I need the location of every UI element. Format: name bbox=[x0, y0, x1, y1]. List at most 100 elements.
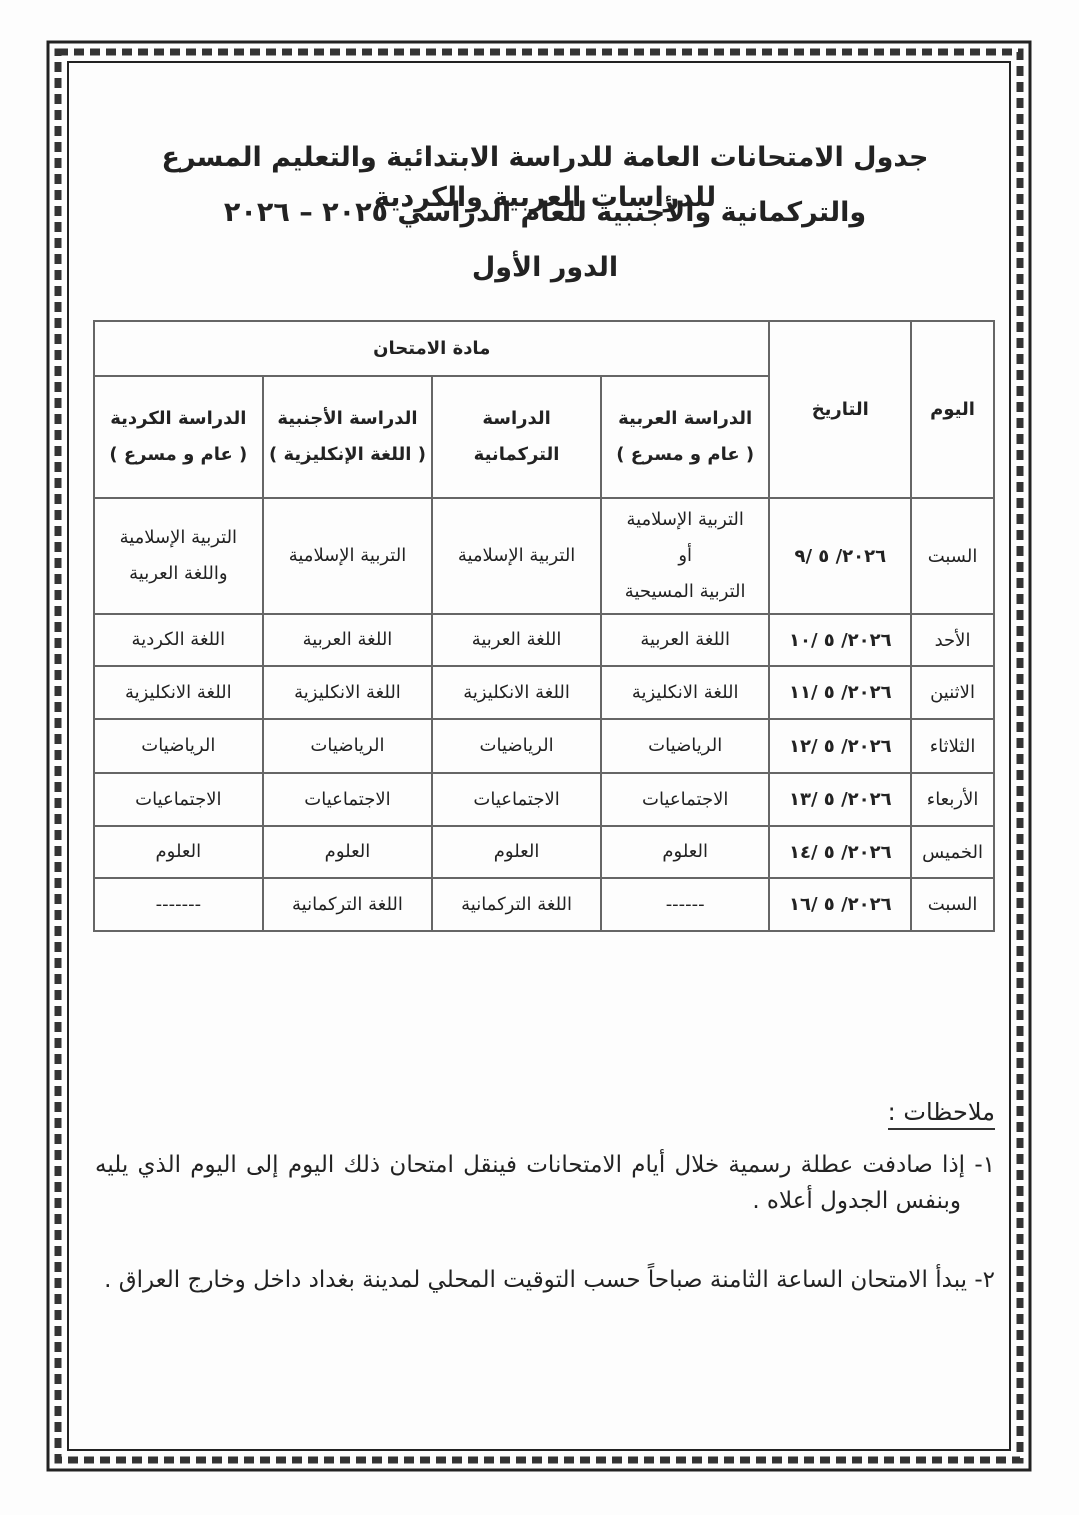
day-cell: الأربعاء bbox=[910, 772, 995, 827]
day-cell: الاثنين bbox=[910, 665, 995, 720]
day-cell: السبت bbox=[910, 877, 995, 932]
date-cell: ٢٠٢٦/ ٥ /١٠ bbox=[768, 613, 913, 667]
subject-cell: اللغة الانكليزية bbox=[261, 665, 434, 720]
cell-line: ( عام و مسرع ) bbox=[616, 444, 755, 465]
cell-line: ------- bbox=[155, 893, 202, 915]
day-cell: الخميس bbox=[910, 825, 995, 879]
subject-cell: اللغة الكردية bbox=[93, 613, 264, 667]
day-cell: الثلاثاء bbox=[910, 718, 995, 774]
cell-line: الاجتماعيات bbox=[304, 788, 391, 810]
subject-cell: العلوم bbox=[599, 825, 771, 879]
subject-cell: التربية الإسلامية واللغة العربية bbox=[93, 497, 264, 615]
frame-outer bbox=[46, 40, 1032, 1472]
cell-line: ( اللغة الإنكليزية ) bbox=[268, 444, 426, 465]
date-cell: ٢٠٢٦/ ٥ /١٦ bbox=[768, 877, 913, 932]
subject-cell: اللغة العربية bbox=[261, 613, 434, 667]
table-row: الأحد ٢٠٢٦/ ٥ /١٠ اللغة العربية اللغة العرب… bbox=[93, 613, 995, 667]
subject-cell: الرياضيات bbox=[261, 718, 434, 774]
date-cell: ٢٠٢٦/ ٥ /١٣ bbox=[768, 772, 913, 827]
subject-cell: ------ bbox=[599, 877, 771, 932]
cell-line: اللغة التركمانية bbox=[292, 893, 403, 915]
cell-line: اللغة الانكليزية bbox=[294, 681, 401, 703]
subject-cell: العلوم bbox=[93, 825, 264, 879]
cell-line: الاجتماعيات bbox=[473, 788, 560, 810]
cell-line: الدراسة العربية bbox=[618, 408, 753, 429]
cell-line: اللغة التركمانية bbox=[461, 893, 573, 915]
day-cell: الأحد bbox=[910, 613, 995, 667]
table-row: السبت ٢٠٢٦/ ٥ /١٦ ------ اللغة التركمانية ال… bbox=[93, 877, 995, 932]
subject-cell: الاجتماعيات bbox=[431, 772, 602, 827]
date-cell: ٢٠٢٦/ ٥ /٩ bbox=[768, 497, 913, 615]
subject-cell: التربية الإسلامية أو التربية المسيحية bbox=[599, 497, 771, 615]
subject-cell: اللغة الانكليزية bbox=[93, 665, 264, 720]
cell-line: التربية الإسلامية bbox=[626, 509, 744, 530]
note-item: ٢- يبدأ الامتحان الساعة الثامنة صباحاً ح… bbox=[104, 1267, 995, 1293]
date: ٢٠٢٦/ ٥ /١٢ bbox=[788, 735, 892, 757]
date-header: التاريخ bbox=[768, 320, 913, 499]
date-cell: ٢٠٢٦/ ٥ /١٢ bbox=[768, 718, 913, 774]
cell-line: العلوم bbox=[662, 841, 708, 862]
date: ٢٠٢٦/ ٥ /١٤ bbox=[788, 841, 892, 863]
cell-line: الرياضيات bbox=[141, 735, 216, 756]
cell-line: اللغة العربية bbox=[640, 629, 731, 650]
table-row: السبت ٢٠٢٦/ ٥ /٩ التربية الإسلامية أو التربي… bbox=[93, 497, 995, 615]
table-row: الأربعاء ٢٠٢٦/ ٥ /١٣ الاجتماعيات الاجتماعيا… bbox=[93, 772, 995, 827]
cell-line: الدراسة التركمانية bbox=[473, 408, 560, 465]
header-row: الدراسة العربية ( عام و مسرع ) الدراسة الت… bbox=[93, 375, 994, 499]
subject-cell: اللغة العربية bbox=[599, 613, 771, 667]
cell-line: اللغة الانكليزية bbox=[631, 681, 739, 703]
cell-line: العلوم bbox=[324, 841, 371, 862]
subject-cell: الرياضيات bbox=[431, 718, 602, 774]
cell-line: أو bbox=[678, 545, 693, 566]
subject-cell: الاجتماعيات bbox=[93, 772, 264, 827]
cell-line: الاجتماعيات bbox=[135, 788, 222, 810]
table-row: الثلاثاء ٢٠٢٦/ ٥ /١٢ الرياضيات الرياضيات الر… bbox=[93, 718, 995, 774]
cell-line: ------ bbox=[665, 893, 705, 915]
frame-pattern bbox=[54, 48, 1024, 1464]
cell-line: الرياضيات bbox=[479, 735, 554, 756]
date: ٢٠٢٦/ ٥ /٩ bbox=[794, 545, 887, 567]
subject-header: مادة الامتحان bbox=[92, 320, 771, 377]
cell-line: واللغة العربية bbox=[129, 563, 228, 584]
cell-line: ( عام و مسرع ) bbox=[109, 444, 248, 465]
cell-line: التربية الإسلامية bbox=[119, 527, 238, 548]
title-line: جدول الامتحانات العامة للدراسة الابتدائي… bbox=[161, 142, 929, 213]
title-line: الدور الأول bbox=[471, 252, 619, 283]
subject-cell: اللغة الانكليزية bbox=[431, 665, 602, 720]
subject-cell: التربية الإسلامية bbox=[261, 497, 434, 615]
subject-cell: الرياضيات bbox=[93, 718, 264, 774]
cell-line: اللغة العربية bbox=[471, 629, 562, 650]
subject-cell: اللغة التركمانية bbox=[431, 877, 602, 932]
title-line: والتركمانية والأجنبية للعام الدراسي ٢٠٢٥… bbox=[223, 197, 867, 228]
cell-line: الدراسة الأجنبية bbox=[277, 408, 418, 429]
column-header: الدراسة الأجنبية ( اللغة الإنكليزية ) bbox=[261, 375, 434, 499]
cell-line: اللغة العربية bbox=[302, 629, 393, 650]
frame-inner bbox=[67, 61, 1011, 1451]
schedule-table: اليوم التاريخ مادة الامتحان الدراسة العربية… bbox=[92, 320, 995, 932]
cell-line: اللغة الكردية bbox=[131, 629, 226, 650]
day-header: اليوم bbox=[910, 320, 995, 499]
date: ٢٠٢٦/ ٥ /١٦ bbox=[788, 894, 892, 915]
subject-cell: العلوم bbox=[261, 825, 434, 879]
cell-line: الدراسة الكردية bbox=[110, 408, 247, 429]
table-row: الاثنين ٢٠٢٦/ ٥ /١١ اللغة الانكليزية اللغة … bbox=[93, 665, 995, 720]
table-row: الخميس ٢٠٢٦/ ٥ /١٤ العلوم العلوم العلوم العلو… bbox=[93, 825, 995, 879]
column-header: الدراسة الكردية ( عام و مسرع ) bbox=[93, 375, 264, 499]
subject-cell: الرياضيات bbox=[599, 718, 771, 774]
table-body: السبت ٢٠٢٦/ ٥ /٩ التربية الإسلامية أو التربي… bbox=[93, 497, 995, 932]
subject-cell: الاجتماعيات bbox=[599, 772, 771, 827]
date: ٢٠٢٦/ ٥ /١٠ bbox=[788, 629, 892, 651]
cell-line: الرياضيات bbox=[310, 735, 385, 756]
subject-cell: اللغة العربية bbox=[431, 613, 602, 667]
subject-cell: الاجتماعيات bbox=[261, 772, 434, 827]
cell-line: العلوم bbox=[493, 841, 540, 862]
cell-line: التربية المسيحية bbox=[624, 581, 746, 602]
date: ٢٠٢٦/ ٥ /١١ bbox=[788, 682, 892, 703]
cell-line: التربية الإسلامية bbox=[457, 545, 576, 566]
cell-line: العلوم bbox=[155, 841, 202, 862]
note-item: ١- إذا صادفت عطلة رسمية خلال أيام الامتح… bbox=[95, 1152, 995, 1214]
subject-cell: اللغة التركمانية bbox=[261, 877, 434, 932]
